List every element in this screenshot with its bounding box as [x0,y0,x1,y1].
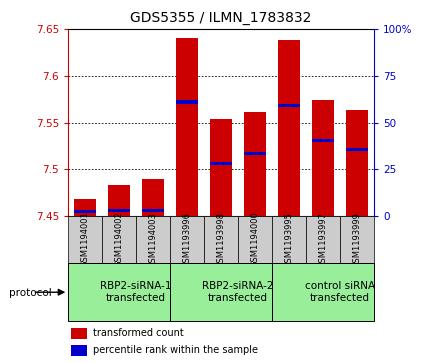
Text: percentile rank within the sample: percentile rank within the sample [93,345,258,355]
Text: GSM1193998: GSM1193998 [216,212,226,268]
Bar [74,210,96,213]
Text: RBP2-siRNA-1
transfected: RBP2-siRNA-1 transfected [100,281,172,303]
Text: GSM1194003: GSM1194003 [149,212,158,268]
Bar [272,263,374,321]
Text: GSM1193995: GSM1193995 [285,212,293,268]
Bar [278,104,300,107]
Bar [244,112,266,216]
Text: GSM1194000: GSM1194000 [250,212,260,268]
Bar [136,216,170,263]
Bar [142,179,164,216]
Bar [312,139,334,142]
Text: protocol: protocol [9,288,51,298]
Bar [74,199,96,216]
Bar [272,216,306,263]
Bar [170,263,272,321]
Text: GSM1193999: GSM1193999 [352,212,362,268]
Bar [346,110,368,216]
Bar [278,40,300,216]
Bar [176,100,198,103]
Bar [306,216,340,263]
Text: GSM1193996: GSM1193996 [183,212,192,268]
Bar [210,119,232,216]
Bar [68,216,102,263]
Bar [68,263,170,321]
Bar [108,185,130,216]
Text: transformed count: transformed count [93,328,183,338]
Bar [170,216,204,263]
Bar [204,216,238,263]
Bar [176,38,198,216]
Bar [71,345,87,356]
Bar [244,152,266,155]
Bar [142,209,164,212]
Bar [312,100,334,216]
Text: control siRNA
transfected: control siRNA transfected [305,281,375,303]
Text: GSM1194002: GSM1194002 [115,212,124,268]
Bar [71,328,87,339]
Bar [108,209,130,212]
Text: RBP2-siRNA-2
transfected: RBP2-siRNA-2 transfected [202,281,274,303]
Bar [102,216,136,263]
Title: GDS5355 / ILMN_1783832: GDS5355 / ILMN_1783832 [130,11,312,25]
Text: GSM1193997: GSM1193997 [319,212,327,268]
Bar [210,162,232,165]
Text: GSM1194001: GSM1194001 [81,212,90,268]
Bar [346,148,368,151]
Bar [238,216,272,263]
Bar [340,216,374,263]
